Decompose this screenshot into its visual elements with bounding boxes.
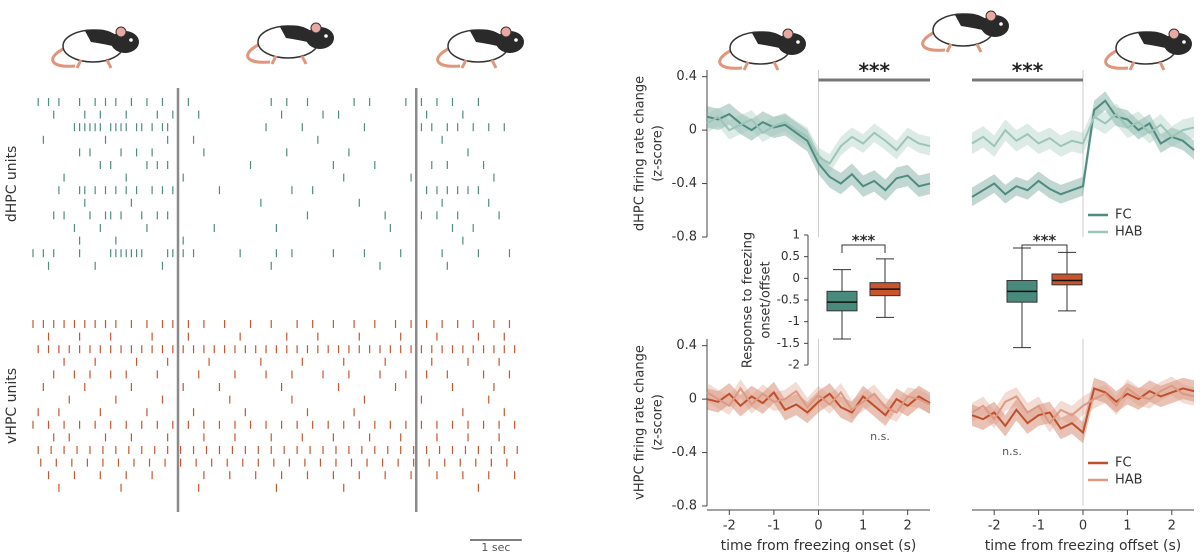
y-tick-label: -0.5 — [777, 293, 800, 307]
significance-label: *** — [859, 59, 891, 83]
x-tick-label: 1 — [1123, 519, 1131, 534]
x-tick-label: 2 — [1168, 519, 1176, 534]
x-tick-label: -1 — [767, 519, 780, 534]
x-tick-label: 0 — [814, 519, 822, 534]
y-tick-label: 0.4 — [676, 69, 697, 84]
legend-label: HAB — [1115, 473, 1143, 488]
y-tick-label: 0 — [689, 123, 697, 138]
y-axis-label: (z-score) — [651, 394, 666, 451]
legend-label: FC — [1115, 456, 1132, 471]
series-line — [706, 386, 931, 414]
group-label: vHPC units — [4, 368, 20, 444]
y-tick-label: -0.8 — [672, 230, 697, 245]
series-line — [971, 99, 1195, 198]
legend-label: HAB — [1115, 225, 1143, 240]
significance-bracket — [841, 244, 886, 253]
annotation: n.s. — [870, 430, 890, 443]
mouse-icon — [1104, 27, 1194, 72]
box — [826, 290, 858, 312]
error-band — [707, 107, 930, 173]
x-tick-label: -2 — [723, 519, 736, 534]
x-tick-label: -2 — [988, 519, 1001, 534]
y-axis-label: (z-score) — [651, 125, 666, 182]
y-axis-label: dHPC firing rate change — [633, 76, 648, 231]
error-band — [972, 376, 1194, 433]
x-tick-label: 2 — [904, 519, 912, 534]
mouse-icon — [921, 9, 1011, 54]
box — [1051, 273, 1083, 286]
mouse-icon — [246, 21, 336, 66]
y-tick-label: 1 — [792, 228, 800, 242]
y-tick-label: 0.5 — [781, 249, 800, 263]
mouse-icon — [436, 25, 526, 70]
group-label: dHPC units — [4, 146, 20, 223]
legend-label: FC — [1115, 208, 1132, 223]
x-axis-label: time from freezing offset (s) — [985, 538, 1181, 552]
annotation: n.s. — [1002, 445, 1022, 458]
error-band — [972, 377, 1194, 444]
y-tick-label: 0.4 — [676, 338, 697, 353]
x-tick-label: -1 — [1032, 519, 1045, 534]
y-tick-label: -0.4 — [672, 445, 697, 460]
x-axis-label: time from freezing onset (s) — [721, 538, 917, 552]
y-axis-label: onset/offset — [759, 261, 774, 338]
x-tick-label: 1 — [859, 519, 867, 534]
error-band — [707, 379, 930, 422]
series-line — [706, 390, 931, 417]
series-line — [971, 112, 1195, 148]
y-tick-label: -1.5 — [777, 336, 800, 350]
mouse-icon — [718, 27, 808, 72]
y-axis-label: vHPC firing rate change — [633, 345, 648, 500]
mouse-icon — [51, 25, 141, 70]
y-tick-label: -2 — [788, 358, 800, 372]
y-tick-label: 0 — [689, 392, 697, 407]
y-tick-label: 0 — [792, 271, 800, 285]
error-band — [972, 103, 1194, 157]
y-tick-label: -1 — [788, 314, 800, 328]
series-line — [706, 112, 931, 192]
y-tick-label: -0.8 — [672, 499, 697, 514]
significance-bracket — [1021, 244, 1068, 253]
scale-bar-label: 1 sec — [481, 541, 510, 552]
significance-label: *** — [1012, 59, 1044, 83]
x-tick-label: 0 — [1079, 519, 1087, 534]
series-line — [971, 384, 1195, 425]
y-tick-label: -0.4 — [672, 176, 697, 191]
significance-label: *** — [852, 232, 876, 250]
y-axis-label: Response to freezing — [741, 232, 756, 368]
error-band — [707, 103, 930, 201]
significance-label: *** — [1033, 232, 1057, 250]
series-line — [706, 115, 931, 165]
